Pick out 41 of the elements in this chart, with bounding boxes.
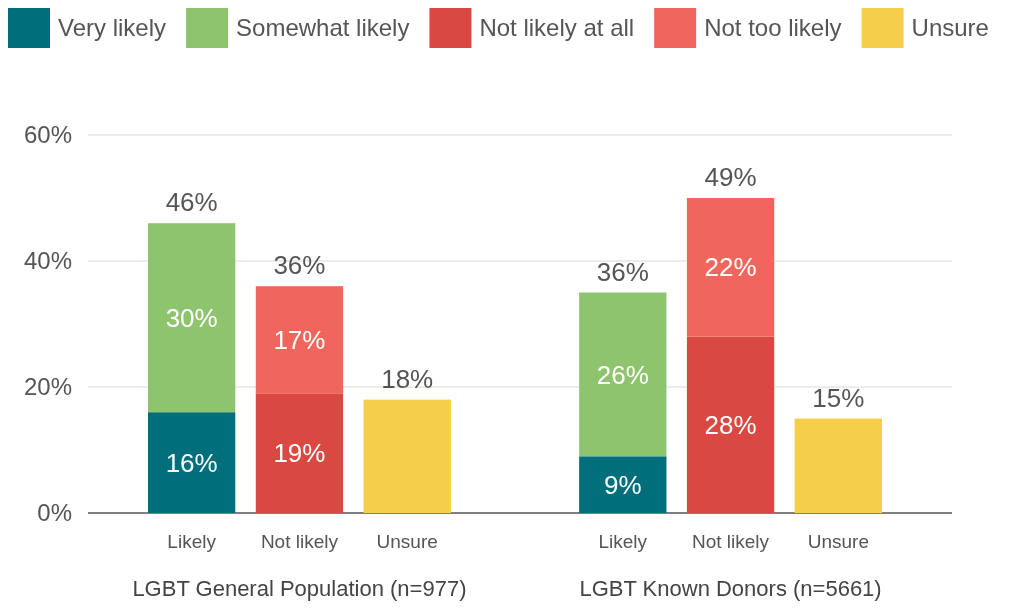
- data-label: 16%: [165, 447, 218, 478]
- total-label: 15%: [812, 382, 865, 413]
- total-label: 49%: [704, 162, 757, 192]
- x-tick-label: Unsure: [807, 531, 869, 552]
- bar: [255, 393, 344, 513]
- y-tick-label: 40%: [23, 247, 72, 275]
- y-tick-label: 60%: [23, 121, 72, 149]
- data-label: 9%: [603, 469, 642, 500]
- y-tick-label: 20%: [23, 373, 72, 401]
- legend-label: Not likely at all: [479, 14, 635, 42]
- text: LGBT Known Donors (n=5661): [579, 576, 882, 601]
- data-label: 30%: [165, 302, 218, 333]
- bar: [686, 336, 775, 513]
- x-tick-label: Likely: [167, 531, 217, 552]
- x-tick-label: Unsure: [376, 531, 438, 552]
- bar: [686, 198, 775, 337]
- bar: [255, 286, 344, 394]
- y-tick-label: 0%: [37, 499, 72, 527]
- legend-label: Very likely: [58, 14, 167, 42]
- data-label: 26%: [596, 359, 649, 390]
- bar: [148, 412, 236, 513]
- text: LGBT General Population (n=977): [132, 576, 467, 601]
- legend-label: Unsure: [911, 14, 989, 42]
- bar: [794, 418, 882, 513]
- total-label: 46%: [165, 187, 218, 218]
- bar: [363, 399, 451, 513]
- data-label: 17%: [273, 324, 326, 355]
- data-label: 22%: [704, 252, 757, 283]
- total-label: 36%: [596, 256, 649, 287]
- x-tick-label: Not likely: [692, 531, 770, 552]
- bar: [579, 292, 667, 457]
- legend-label: Not too likely: [704, 14, 842, 42]
- x-tick-label: Not likely: [260, 531, 339, 552]
- x-tick-label: Likely: [598, 531, 648, 552]
- bar: [579, 456, 667, 513]
- data-label: 28%: [704, 409, 757, 440]
- total-label: 18%: [381, 363, 434, 394]
- legend-label: Somewhat likely: [236, 14, 410, 42]
- total-label: 36%: [273, 250, 326, 281]
- data-label: 19%: [273, 438, 326, 469]
- bar: [148, 223, 236, 413]
